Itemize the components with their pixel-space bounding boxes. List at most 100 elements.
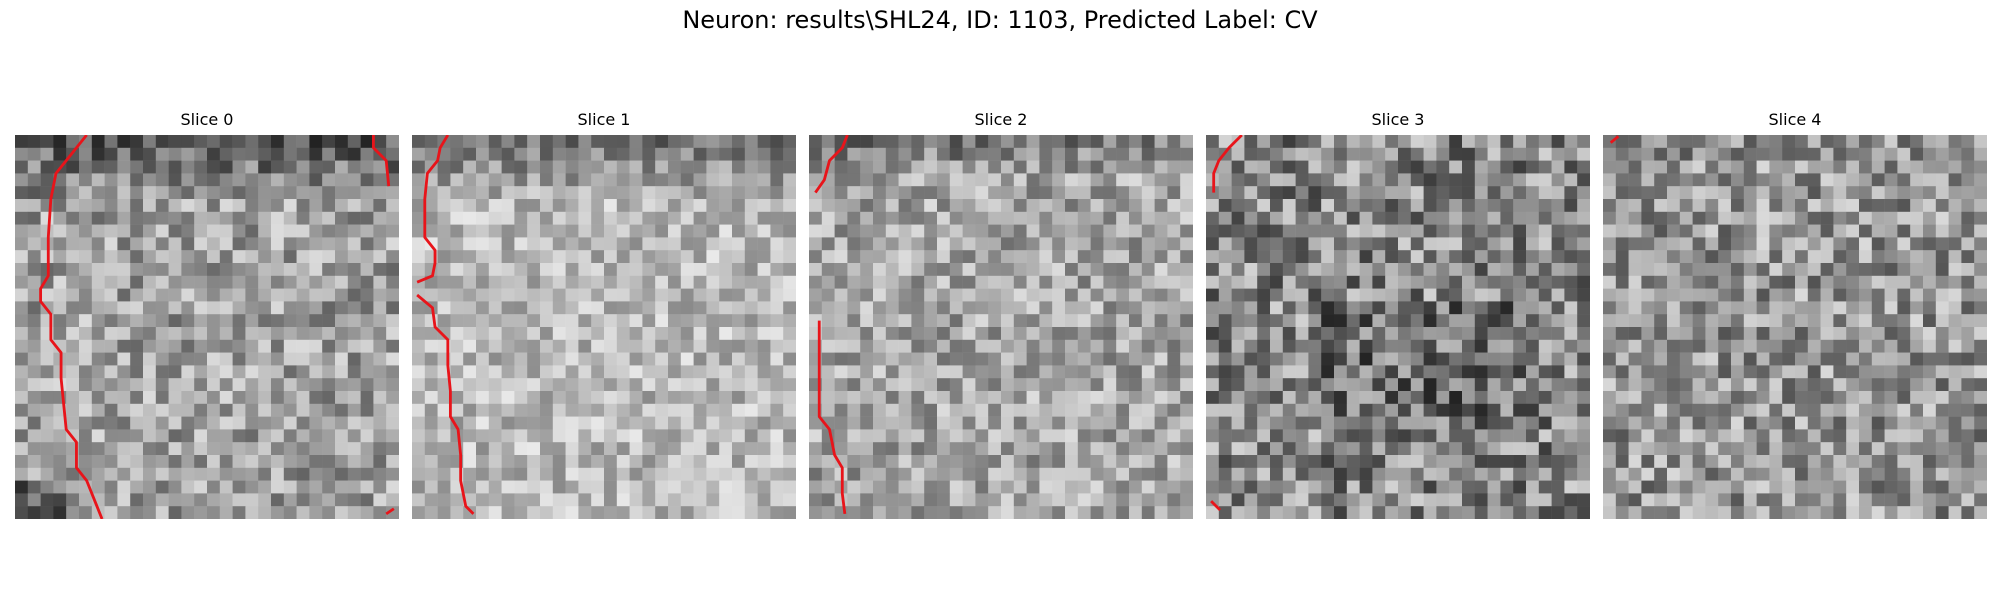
pixel-cell xyxy=(949,352,963,366)
pixel-cell xyxy=(1359,403,1373,417)
pixel-cell xyxy=(1500,237,1514,251)
pixel-cell xyxy=(1577,378,1590,392)
pixel-cell xyxy=(501,455,515,469)
pixel-cell xyxy=(552,301,566,315)
pixel-cell xyxy=(1129,416,1143,430)
pixel-cell xyxy=(66,224,80,238)
pixel-cell xyxy=(1359,506,1373,519)
pixel-cell xyxy=(1154,211,1168,225)
pixel-cell xyxy=(1103,378,1117,392)
pixel-cell xyxy=(898,403,912,417)
pixel-cell xyxy=(578,237,592,251)
pixel-cell xyxy=(1231,263,1245,277)
pixel-cell xyxy=(1833,263,1847,277)
pixel-cell xyxy=(66,506,80,519)
pixel-cell xyxy=(245,288,259,302)
pixel-cell xyxy=(1218,211,1232,225)
pixel-cell xyxy=(1807,263,1821,277)
pixel-cell xyxy=(1820,352,1834,366)
pixel-cell xyxy=(591,314,605,328)
pixel-cell xyxy=(757,301,771,315)
pixel-cell xyxy=(693,186,707,200)
pixel-cell xyxy=(719,480,733,494)
pixel-cell xyxy=(770,467,784,481)
pixel-cell xyxy=(1935,301,1949,315)
pixel-cell xyxy=(757,467,771,481)
pixel-cell xyxy=(565,173,579,187)
pixel-cell xyxy=(1948,199,1962,213)
pixel-cell xyxy=(693,506,707,519)
pixel-cell xyxy=(1218,173,1232,187)
pixel-cell xyxy=(1039,416,1053,430)
pixel-cell xyxy=(130,327,144,341)
pixel-cell xyxy=(53,493,67,507)
pixel-cell xyxy=(27,429,41,443)
pixel-cell xyxy=(1910,339,1924,353)
pixel-cell xyxy=(27,416,41,430)
pixel-cell xyxy=(1039,186,1053,200)
pixel-cell xyxy=(1001,327,1015,341)
pixel-cell xyxy=(1372,429,1386,443)
slice-image-1 xyxy=(412,135,796,519)
pixel-cell xyxy=(168,506,182,519)
pixel-cell xyxy=(232,327,246,341)
pixel-cell xyxy=(501,301,515,315)
pixel-cell xyxy=(514,493,528,507)
pixel-cell xyxy=(1859,403,1873,417)
pixel-cell xyxy=(1846,301,1860,315)
pixel-cell xyxy=(1577,442,1590,456)
pixel-cell xyxy=(834,442,848,456)
pixel-cell xyxy=(1769,352,1783,366)
pixel-cell xyxy=(527,314,541,328)
pixel-cell xyxy=(437,173,451,187)
pixel-cell xyxy=(155,263,169,277)
pixel-cell xyxy=(1013,506,1027,519)
pixel-cell xyxy=(1897,211,1911,225)
pixel-cell xyxy=(1487,237,1501,251)
pixel-cell xyxy=(821,135,835,149)
pixel-cell xyxy=(219,493,233,507)
pixel-cell xyxy=(258,442,272,456)
pixel-cell xyxy=(1436,288,1450,302)
pixel-cell xyxy=(1449,339,1463,353)
pixel-cell xyxy=(283,314,297,328)
pixel-cell xyxy=(360,173,374,187)
pixel-cell xyxy=(1500,263,1514,277)
pixel-cell xyxy=(668,506,682,519)
pixel-cell xyxy=(1167,147,1181,161)
pixel-cell xyxy=(1756,480,1770,494)
pixel-cell xyxy=(1910,506,1924,519)
pixel-cell xyxy=(1116,186,1130,200)
pixel-cell xyxy=(91,237,105,251)
pixel-cell xyxy=(642,250,656,264)
pixel-cell xyxy=(1462,135,1476,149)
pixel-cell xyxy=(1603,429,1617,443)
pixel-cell xyxy=(1090,314,1104,328)
pixel-cell xyxy=(1654,480,1668,494)
pixel-cell xyxy=(1795,237,1809,251)
pixel-cell xyxy=(629,237,643,251)
pixel-cell xyxy=(834,211,848,225)
pixel-cell xyxy=(1398,288,1412,302)
pixel-cell xyxy=(1449,237,1463,251)
pixel-cell xyxy=(1270,173,1284,187)
pixel-cell xyxy=(1346,352,1360,366)
pixel-cell xyxy=(450,493,464,507)
pixel-cell xyxy=(1897,442,1911,456)
pixel-cell xyxy=(655,224,669,238)
pixel-cell xyxy=(1538,506,1552,519)
pixel-cell xyxy=(949,147,963,161)
pixel-cell xyxy=(1859,493,1873,507)
pixel-cell xyxy=(706,314,720,328)
pixel-cell xyxy=(1359,455,1373,469)
pixel-cell xyxy=(1116,403,1130,417)
pixel-cell xyxy=(1795,160,1809,174)
pixel-cell xyxy=(1820,378,1834,392)
pixel-cell xyxy=(1167,224,1181,238)
pixel-cell xyxy=(271,301,285,315)
pixel-cell xyxy=(373,314,387,328)
pixel-cell xyxy=(258,275,272,289)
pixel-cell xyxy=(1026,211,1040,225)
pixel-cell xyxy=(514,224,528,238)
pixel-cell xyxy=(565,314,579,328)
